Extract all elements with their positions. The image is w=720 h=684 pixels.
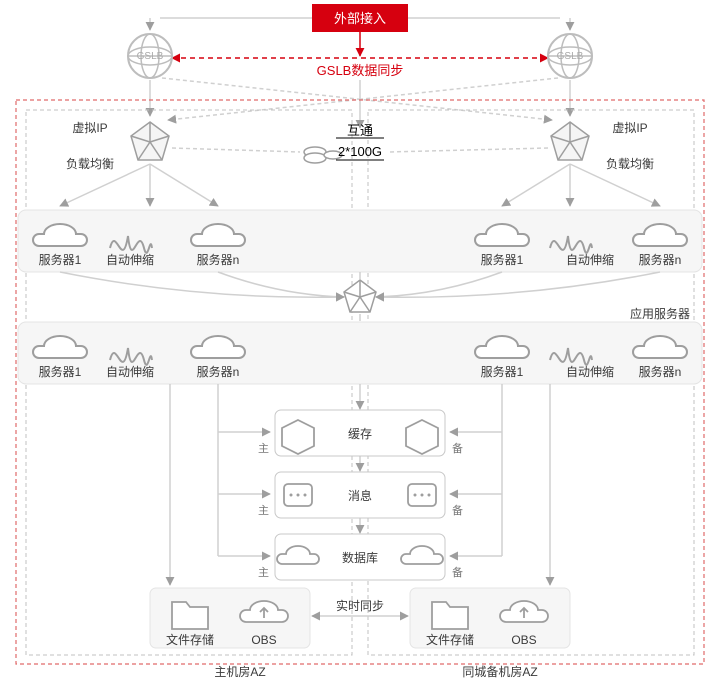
gslb-globe-right: GSLB	[548, 34, 592, 78]
connector	[218, 272, 344, 297]
svg-text:自动伸缩: 自动伸缩	[566, 252, 614, 267]
svg-text:服务器n: 服务器n	[639, 252, 682, 267]
standby-label: 备	[452, 565, 463, 579]
primary-label: 主	[258, 504, 269, 517]
svg-text:服务器1: 服务器1	[39, 252, 82, 267]
interconnect-icon	[304, 147, 342, 163]
vip-label-right: 虚拟IP	[612, 121, 647, 135]
svg-text:自动伸缩: 自动伸缩	[106, 364, 154, 379]
left-az-label: 主机房AZ	[214, 664, 265, 679]
primary-label: 主	[258, 566, 269, 579]
db-box: 数据库	[275, 534, 445, 580]
interconnect-bottom-label: 2*100G	[338, 144, 382, 159]
gslb-globe-left: GSLB	[128, 34, 172, 78]
connector	[502, 164, 570, 206]
svg-text:自动伸缩: 自动伸缩	[106, 252, 154, 267]
storage-sync-label: 实时同步	[336, 598, 384, 613]
app-server-label: 应用服务器	[630, 306, 690, 321]
svg-text:服务器1: 服务器1	[481, 252, 524, 267]
lb-label-left: 负载均衡	[66, 157, 114, 171]
standby-label: 备	[452, 441, 463, 455]
standby-label: 备	[452, 503, 463, 517]
gslb-sync-label: GSLB数据同步	[317, 63, 404, 78]
interconnect-top-label: 互通	[347, 123, 373, 138]
vip-label-left: 虚拟IP	[72, 121, 107, 135]
svg-text:自动伸缩: 自动伸缩	[566, 364, 614, 379]
connector	[150, 164, 218, 206]
right-az-label: 同城备机房AZ	[462, 664, 537, 679]
db-label: 数据库	[342, 550, 378, 565]
svg-text:GSLB: GSLB	[557, 51, 584, 62]
external-access-label: 外部接入	[334, 11, 386, 26]
connector	[376, 272, 502, 297]
file-storage-label: 文件存储	[426, 632, 474, 647]
cache-box: 缓存	[275, 410, 445, 456]
lb-node-right	[551, 122, 589, 160]
svg-text:服务器n: 服务器n	[197, 364, 240, 379]
external-access-badge: 外部接入	[312, 4, 408, 32]
lb-label-right: 负载均衡	[606, 157, 654, 171]
app-server-node	[344, 280, 376, 312]
svg-text:服务器n: 服务器n	[639, 364, 682, 379]
svg-text:GSLB: GSLB	[137, 51, 164, 62]
file-storage-label: 文件存储	[166, 632, 214, 647]
svg-text:服务器1: 服务器1	[481, 364, 524, 379]
msg-label: 消息	[348, 488, 372, 503]
primary-label: 主	[258, 442, 269, 455]
connector	[172, 148, 300, 152]
msg-box: 消息	[275, 472, 445, 518]
svg-text:服务器n: 服务器n	[197, 252, 240, 267]
obs-label: OBS	[511, 633, 536, 647]
svg-text:服务器1: 服务器1	[39, 364, 82, 379]
lb-node-left	[131, 122, 169, 160]
obs-label: OBS	[251, 633, 276, 647]
cache-label: 缓存	[348, 427, 372, 441]
connector	[388, 148, 548, 152]
